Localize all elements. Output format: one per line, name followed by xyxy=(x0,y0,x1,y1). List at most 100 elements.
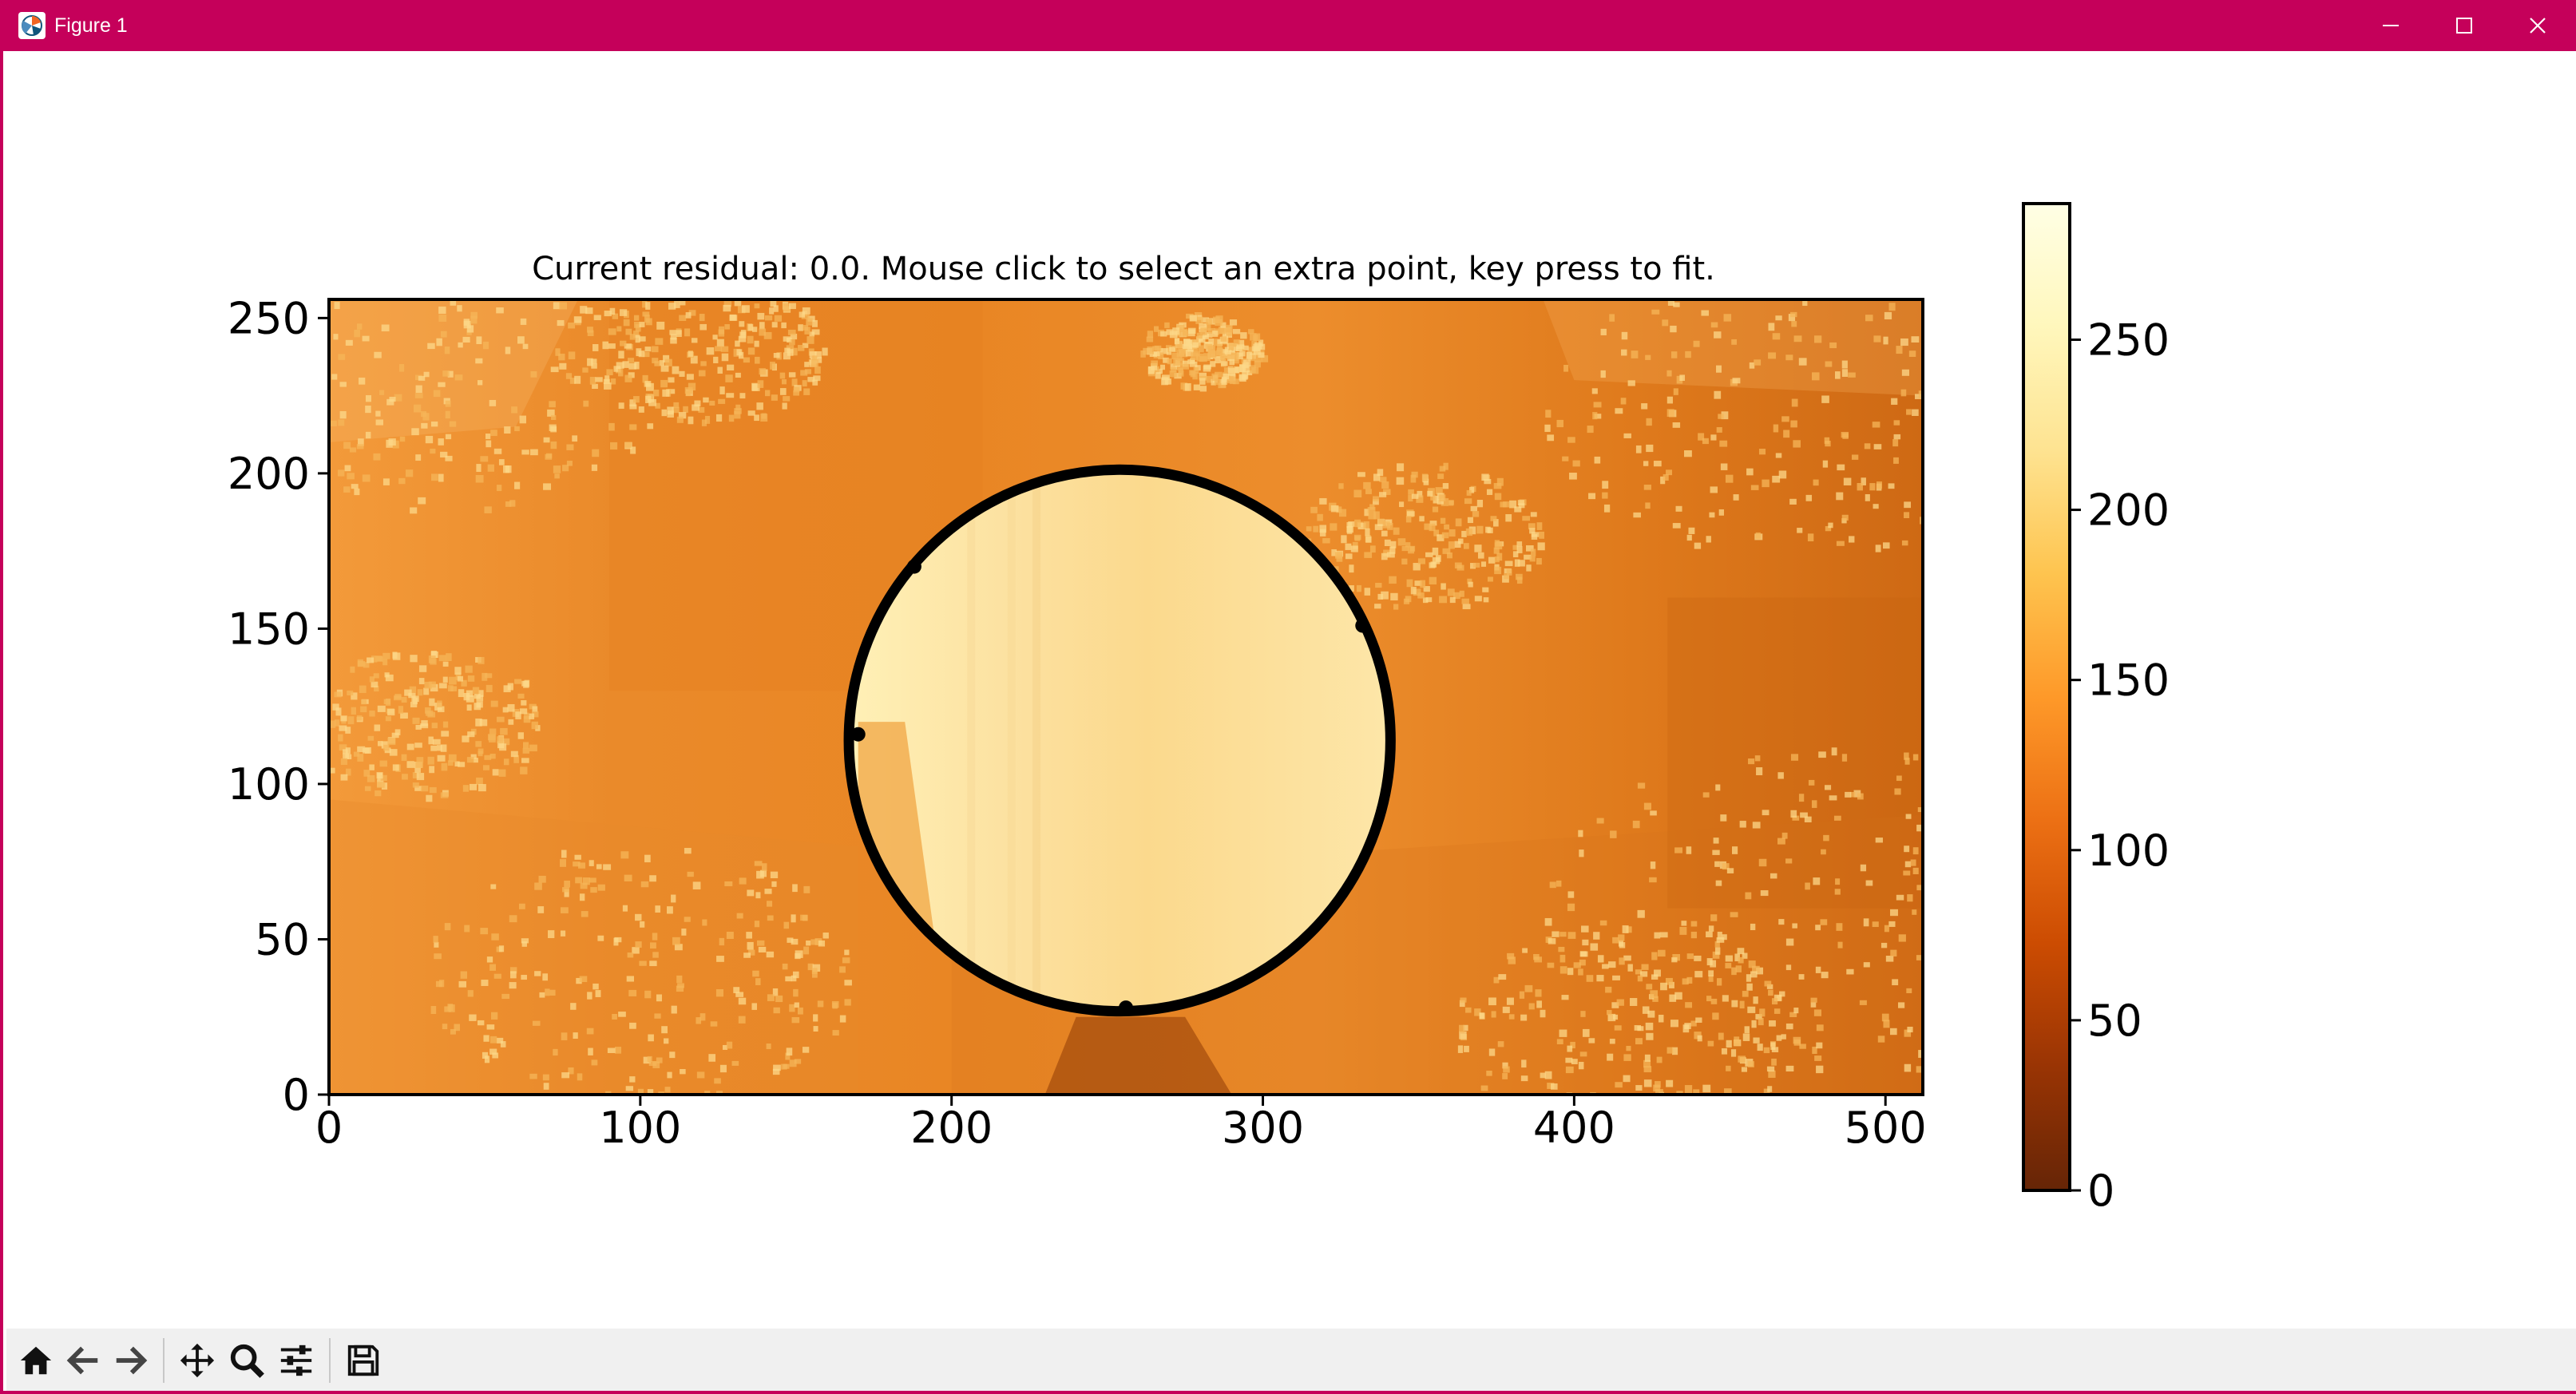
image-speckle xyxy=(1374,524,1383,530)
image-speckle xyxy=(430,683,438,692)
image-speckle xyxy=(1623,1075,1631,1083)
image-speckle xyxy=(1377,593,1384,600)
image-speckle xyxy=(718,329,725,337)
image-speckle xyxy=(466,695,474,703)
image-speckle xyxy=(638,406,644,413)
image-speckle xyxy=(509,967,517,974)
image-speckle xyxy=(371,681,378,688)
minimize-button[interactable] xyxy=(2354,0,2427,51)
image-speckle xyxy=(706,347,715,355)
image-speckle xyxy=(1881,1013,1889,1022)
image-speckle xyxy=(1319,525,1327,533)
image-speckle xyxy=(797,1007,803,1015)
image-speckle xyxy=(1177,324,1185,332)
image-speckle xyxy=(1715,880,1722,886)
image-speckle xyxy=(714,1078,721,1084)
image-speckle xyxy=(476,695,484,702)
image-speckle xyxy=(1745,892,1752,900)
image-speckle xyxy=(699,314,705,322)
image-speckle xyxy=(1744,1026,1750,1034)
close-button[interactable] xyxy=(2501,0,2574,51)
image-speckle xyxy=(1754,755,1761,762)
image-speckle xyxy=(493,448,502,454)
pan-button[interactable] xyxy=(174,1338,220,1383)
image-speckle xyxy=(1719,440,1728,447)
colorbar-tick-label: 100 xyxy=(2087,826,2170,876)
image-speckle xyxy=(428,655,436,663)
image-speckle xyxy=(1722,995,1729,1002)
title-bar[interactable]: Figure 1 xyxy=(3,0,2576,51)
image-speckle xyxy=(1254,333,1261,342)
image-speckle xyxy=(802,343,809,348)
image-speckle xyxy=(338,734,343,742)
image-speckle xyxy=(669,1051,676,1059)
image-speckle xyxy=(726,1041,733,1049)
image-speckle xyxy=(1581,925,1589,933)
back-button[interactable] xyxy=(61,1338,107,1383)
image-speckle xyxy=(353,751,360,757)
image-speckle xyxy=(1721,411,1729,420)
image-speckle xyxy=(1228,367,1236,376)
image-speckle xyxy=(1502,1073,1508,1079)
image-speckle xyxy=(1461,598,1469,604)
maximize-button[interactable] xyxy=(2427,0,2501,51)
image-speckle xyxy=(1904,1063,1912,1072)
image-speckle xyxy=(1379,492,1387,497)
image-speckle xyxy=(591,1059,598,1066)
image-speckle xyxy=(1815,925,1821,931)
image-speckle xyxy=(772,988,779,996)
image-speckle xyxy=(791,914,796,923)
image-speckle xyxy=(1688,527,1695,534)
image-speckle xyxy=(1459,1024,1464,1033)
save-button[interactable] xyxy=(340,1338,386,1383)
image-speckle xyxy=(561,1032,568,1040)
image-speckle xyxy=(788,372,796,378)
image-speckle xyxy=(787,349,794,356)
heatmap-image[interactable] xyxy=(329,299,1928,1100)
image-speckle xyxy=(1811,800,1817,808)
image-speckle xyxy=(754,921,760,928)
image-speckle xyxy=(458,762,466,767)
image-speckle xyxy=(339,744,347,751)
image-speckle xyxy=(1816,1065,1824,1074)
image-speckle xyxy=(1514,506,1522,513)
image-speckle xyxy=(1790,754,1799,761)
image-speckle xyxy=(347,716,355,725)
image-speckle xyxy=(568,351,576,360)
image-speckle xyxy=(802,1047,810,1053)
image-speckle xyxy=(1857,793,1864,800)
image-speckle xyxy=(592,383,598,389)
image-speckle xyxy=(1812,1046,1817,1055)
image-speckle xyxy=(1512,551,1519,558)
home-button[interactable] xyxy=(13,1338,59,1383)
image-speckle xyxy=(623,319,630,327)
image-speckle xyxy=(410,701,418,707)
image-speckle xyxy=(1330,505,1339,513)
image-speckle xyxy=(1250,333,1257,341)
image-speckle xyxy=(1463,543,1469,549)
image-speckle xyxy=(365,394,371,402)
image-speckle xyxy=(1631,350,1639,358)
image-speckle xyxy=(1896,346,1903,354)
configure-subplots-button[interactable] xyxy=(273,1338,319,1383)
image-speckle xyxy=(1904,758,1910,765)
zoom-button[interactable] xyxy=(224,1338,270,1383)
image-speckle xyxy=(1841,369,1849,377)
image-speckle xyxy=(1713,838,1719,844)
image-speckle xyxy=(791,347,798,356)
image-speckle xyxy=(1165,378,1171,385)
image-speckle xyxy=(1768,1070,1776,1078)
image-speckle xyxy=(597,935,604,941)
image-speckle xyxy=(1203,333,1209,339)
image-speckle xyxy=(783,396,791,402)
image-speckle xyxy=(454,374,463,381)
image-speckle xyxy=(1621,331,1628,340)
image-speckle xyxy=(773,1064,781,1071)
image-speckle xyxy=(1904,1029,1912,1037)
image-speckle xyxy=(490,884,497,889)
image-speckle xyxy=(431,723,438,729)
image-speckle xyxy=(491,933,499,941)
forward-button[interactable] xyxy=(107,1338,153,1383)
y-tick-label: 250 xyxy=(228,293,310,343)
